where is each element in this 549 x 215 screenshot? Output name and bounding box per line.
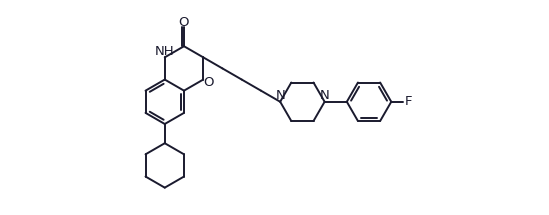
- Text: F: F: [405, 95, 412, 108]
- Text: N: N: [275, 89, 285, 102]
- Text: O: O: [203, 76, 214, 89]
- Text: O: O: [179, 16, 189, 29]
- Text: N: N: [320, 89, 329, 102]
- Text: NH: NH: [155, 45, 175, 58]
